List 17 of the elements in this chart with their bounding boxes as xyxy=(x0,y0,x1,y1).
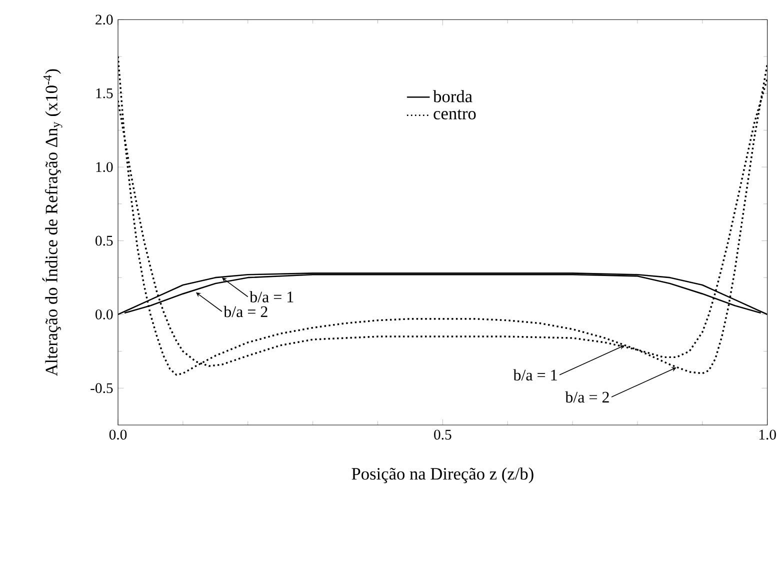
x-tick-label: 0.0 xyxy=(109,430,127,440)
x-tick-label: 1.0 xyxy=(759,430,776,440)
y-tick-label: 0.5 xyxy=(96,236,113,246)
y-tick-label: 0.0 xyxy=(96,309,113,320)
annotation: b/a = 1 xyxy=(513,369,557,380)
annotation: b/a = 2 xyxy=(565,391,609,403)
y-axis-title: Alteração do Índice de Refração Δn$_{y}$ (x10$^{-4}$) xyxy=(42,69,62,376)
annotation: b/a = 1 xyxy=(250,291,294,302)
x-tick-label: 0.5 xyxy=(434,430,452,440)
y-tick-label: 2.0 xyxy=(96,14,113,25)
y-tick-label: 1.5 xyxy=(96,88,113,98)
y-tick-label: 1.0 xyxy=(96,162,113,172)
legend-label: borda xyxy=(433,90,472,102)
x-axis-title: Posição na Direção z (z/b) xyxy=(352,467,534,484)
y-tick-label: -0.5 xyxy=(90,383,113,394)
annotation: b/a = 2 xyxy=(224,306,268,318)
legend-label: centro xyxy=(434,109,476,120)
